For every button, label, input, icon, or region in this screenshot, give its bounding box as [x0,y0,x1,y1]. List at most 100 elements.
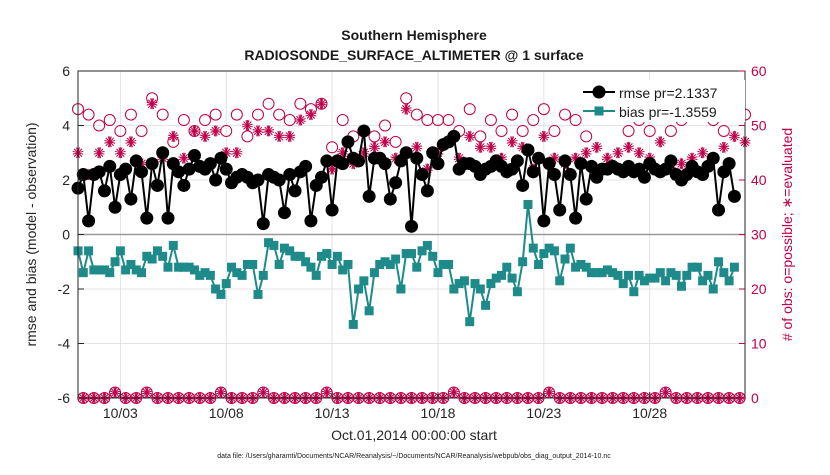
bias-marker [332,251,342,261]
evaluated-obs-marker [591,141,603,153]
evaluated-obs-marker [125,136,137,148]
x-tick-label: 10/23 [526,405,561,421]
bias-marker [195,270,205,280]
evaluated-obs-marker [241,120,253,131]
rmse-marker [574,157,588,171]
evaluated-obs-marker [252,125,264,137]
rmse-marker [447,129,461,143]
bias-marker [613,270,623,280]
bias-marker [586,268,596,278]
rmse-marker [277,206,291,220]
bias-marker [650,273,660,283]
bias-marker [597,268,607,278]
y-axis-label-right: # of obs: o=possible; ∗=evaluated [779,128,795,341]
rmse-marker [161,211,175,225]
possible-obs-marker [389,135,402,148]
bias-marker [380,257,390,267]
bias-marker [301,257,311,267]
bias-marker [311,270,321,280]
bias-marker [232,268,242,278]
bias-marker [560,254,570,264]
evaluated-obs-marker [400,103,412,115]
legend-entry-bias [583,106,615,116]
bias-marker [549,246,559,256]
bias-marker [364,306,374,316]
evaluated-obs-marker [189,125,200,137]
evaluated-obs-marker [543,387,555,399]
possible-obs-marker [442,114,455,127]
rmse-marker [553,203,567,217]
bias-marker [189,265,199,275]
rmse-marker [341,135,355,149]
bias-marker [708,284,718,294]
bias-marker [179,262,189,272]
bias-marker [444,259,454,269]
bias-marker [221,279,231,289]
bias-marker [121,265,131,275]
bias-marker [84,246,94,256]
possible-obs-marker [622,124,635,137]
possible-obs-marker [379,119,392,132]
y-tick-label-right: 0 [751,390,759,406]
rmse-marker [431,157,445,171]
bias-marker [78,268,88,278]
x-tick-label: 10/03 [103,405,138,421]
y-tick-label-right: 50 [751,118,767,134]
y-tick-label-right: 10 [751,336,767,352]
rmse-marker [542,157,556,171]
rmse-marker [203,157,217,171]
y-tick-label-left: 0 [62,227,70,243]
bias-marker [624,270,634,280]
legend-marker-rmse [592,85,606,99]
bias-marker [555,276,565,286]
possible-obs-marker [580,130,593,143]
rmse-marker [320,154,334,168]
rmse-marker [288,184,302,198]
possible-obs-marker [199,114,212,127]
x-tick-label: 10/18 [420,405,455,421]
bias-marker [465,317,475,327]
evaluated-obs-marker [474,141,486,153]
possible-obs-marker [537,103,550,116]
bias-marker [285,246,295,256]
rmse-marker [516,178,530,192]
evaluated-obs-marker [633,147,645,159]
bias-marker [544,243,554,253]
evaluated-obs-marker [728,130,740,142]
possible-obs-marker [548,124,561,137]
bias-marker [528,243,538,253]
evaluated-obs-marker [114,147,126,159]
bias-marker [322,249,332,259]
bias-marker [158,251,168,261]
rmse-marker [140,211,154,225]
bias-marker [422,240,432,250]
evaluated-obs-marker [305,109,317,121]
rmse-marker [209,173,223,187]
rmse-marker [108,200,122,214]
x-tick-label: 10/28 [632,405,667,421]
possible-obs-marker [516,124,529,137]
evaluated-obs-marker [538,130,550,142]
x-tick-label: 10/13 [315,405,350,421]
bias-marker [126,259,136,269]
bias-marker [507,273,517,283]
possible-obs-marker [569,114,582,127]
bias-marker [512,287,522,297]
bias-marker [279,243,289,253]
rmse-marker [584,159,598,173]
rmse-marker [362,189,376,203]
rmse-marker [325,203,339,217]
possible-obs-marker [664,124,677,137]
rmse-marker [712,203,726,217]
evaluated-obs-marker [316,98,327,110]
evaluated-obs-marker [273,130,285,142]
y-tick-label-right: 60 [751,63,767,79]
bias-marker [407,249,416,259]
rmse-marker [537,214,551,228]
bias-marker [211,284,221,294]
bias-marker [661,276,671,286]
bias-marker [692,262,702,272]
evaluated-obs-marker [321,387,333,399]
rmse-marker [315,170,329,184]
bias-marker [369,268,379,278]
